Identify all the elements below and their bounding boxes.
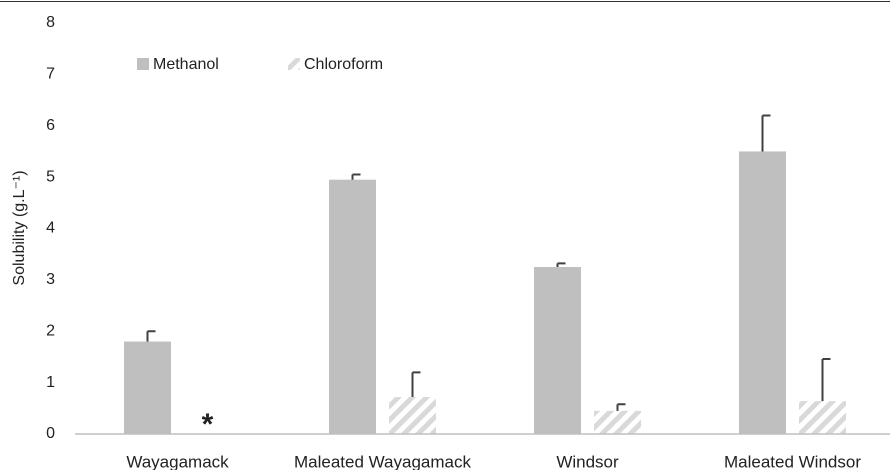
bar [594,410,641,434]
y-tick-label: 6 [46,117,55,134]
annotation: * [202,408,214,441]
y-tick-label: 5 [46,168,55,185]
error-bar [761,114,771,152]
error-bar [616,403,626,411]
error-bar [351,173,361,180]
y-tick-label: 3 [46,271,55,288]
bar [329,179,376,434]
y-tick-label: 2 [46,322,55,339]
x-tick-label: Windsor [556,452,619,470]
bar [534,267,581,434]
y-tick-label: 4 [46,220,55,237]
y-tick-label: 7 [46,66,55,83]
y-tick-label: 1 [46,374,55,391]
bar [799,401,846,434]
y-tick-label: 8 [46,14,55,31]
error-bar [821,357,831,402]
legend-label: Chloroform [304,56,383,73]
y-axis-label: Solubility (g.L⁻¹) [11,170,28,285]
legend-swatch [137,58,149,70]
x-tick-label: Maleated Wayagamack [294,452,472,470]
bar [124,341,171,434]
error-bar [411,371,421,398]
legend-label: Methanol [153,56,219,73]
y-tick-label: 0 [46,425,55,442]
x-tick-label: Wayagamack [126,452,229,470]
error-bar [556,262,566,268]
legend-swatch [288,58,300,70]
bar [739,151,786,434]
error-bar [146,330,156,342]
x-tick-label: Maleated Windsor [724,452,861,470]
bar [389,397,436,434]
